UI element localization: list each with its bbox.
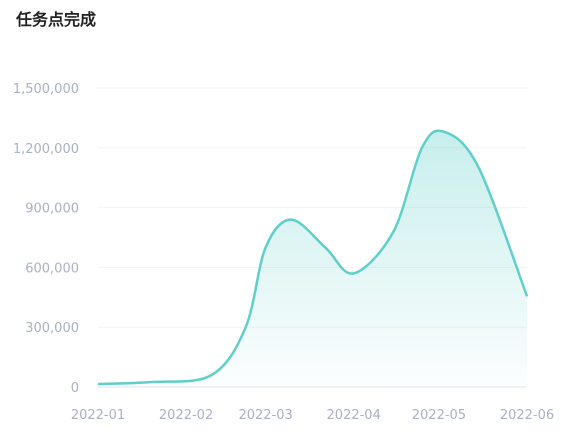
y-tick-label: 600,000	[25, 261, 79, 276]
x-tick-label: 2022-04	[327, 408, 381, 423]
y-tick-label: 1,200,000	[13, 142, 79, 157]
series-line	[97, 129, 529, 386]
x-tick-label: 2022-02	[159, 408, 213, 423]
y-axis: 0 300,000 600,000 900,000 1,200,000 1,500,000	[13, 82, 79, 396]
y-tick-label: 900,000	[25, 202, 79, 217]
chart-title: 任务点完成	[16, 10, 97, 29]
x-tick-label: 2022-01	[71, 408, 125, 423]
y-tick-label: 300,000	[25, 321, 79, 336]
area-fill	[98, 130, 527, 387]
x-tick-label: 2022-06	[500, 408, 554, 423]
x-axis: 2022-01 2022-02 2022-03 2022-04 2022-05 2022-…	[71, 408, 554, 423]
x-tick-label: 2022-03	[238, 408, 292, 423]
y-tick-label: 0	[71, 381, 79, 396]
x-tick-label: 2022-05	[412, 408, 466, 423]
y-tick-label: 1,500,000	[13, 82, 79, 97]
